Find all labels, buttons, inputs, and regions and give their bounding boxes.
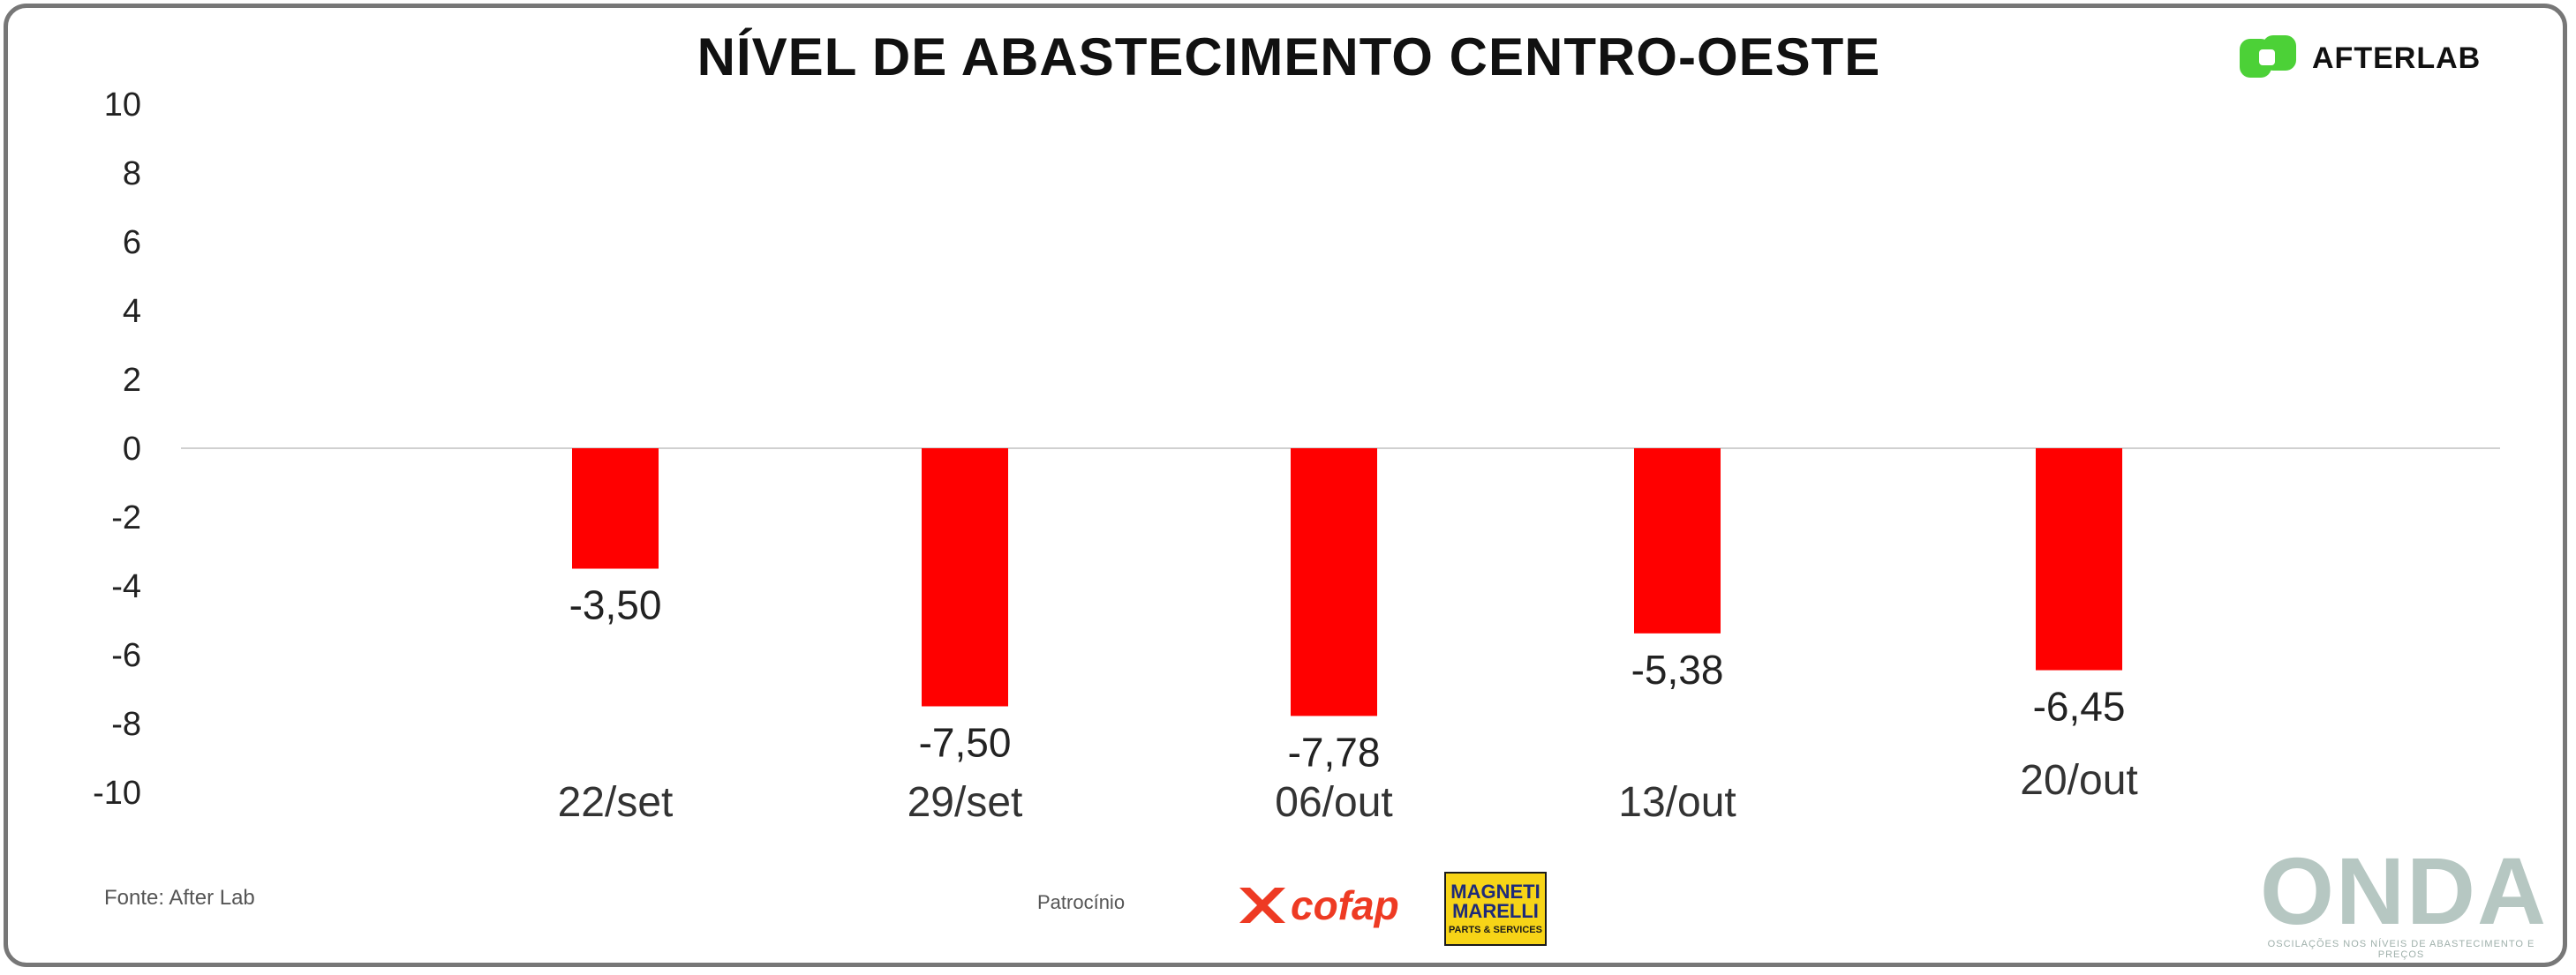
afterlab-logo-icon	[2240, 35, 2296, 78]
x-category-label: 29/set	[908, 779, 1023, 826]
onda-logo-text: ONDA	[2260, 837, 2548, 944]
chart-title: NÍVEL DE ABASTECIMENTO CENTRO-OESTE	[697, 27, 1881, 86]
source-note: Fonte: After Lab	[104, 886, 255, 910]
data-label: -6,45	[2033, 684, 2126, 730]
magneti-marelli-logo-subtext: PARTS & SERVICES	[1449, 925, 1542, 935]
x-category-label: 13/out	[1618, 779, 1736, 826]
onda-logo-tagline: OSCILAÇÕES NOS NÍVEIS DE ABASTECIMENTO E…	[2267, 939, 2535, 960]
y-tick-label: 8	[123, 155, 141, 192]
y-tick-label: 0	[123, 431, 141, 468]
x-category-label: 20/out	[2020, 757, 2137, 804]
magneti-marelli-logo: MAGNETI MARELLI PARTS & SERVICES	[1444, 872, 1547, 946]
data-label: -7,50	[919, 720, 1012, 766]
sponsor-label: Patrocínio	[1037, 891, 1126, 913]
bar-13-out	[1634, 448, 1721, 634]
magneti-marelli-logo-text: MAGNETI MARELLI	[1450, 881, 1540, 922]
bar-20-out	[2036, 448, 2122, 671]
x-category-label: 22/set	[558, 779, 674, 826]
y-tick-label: -10	[93, 775, 141, 812]
y-tick-label: 6	[123, 224, 141, 261]
data-label: -3,50	[569, 582, 662, 628]
onda-logo: ONDA OSCILAÇÕES NOS NÍVEIS DE ABASTECIME…	[2260, 837, 2548, 961]
y-tick-label: -8	[111, 706, 141, 743]
y-tick-label: 4	[123, 293, 141, 330]
cofap-logo-text: cofap	[1291, 882, 1399, 928]
chart-frame	[4, 4, 2567, 967]
x-category-label: 06/out	[1275, 779, 1392, 826]
y-tick-label: -6	[111, 637, 141, 674]
data-label: -5,38	[1631, 647, 1724, 693]
afterlab-logo-text: AFTERLAB	[2312, 41, 2482, 75]
y-tick-label: 2	[123, 362, 141, 399]
afterlab-logo: AFTERLAB	[2238, 34, 2481, 83]
y-tick-label: -4	[111, 568, 141, 605]
y-tick-label: 10	[104, 86, 141, 124]
bar-06-out	[1291, 448, 1377, 716]
bar-22-set	[572, 448, 659, 569]
y-tick-label: -2	[111, 499, 141, 536]
cofap-logo-icon	[1239, 888, 1285, 923]
data-label: -7,78	[1288, 729, 1381, 775]
cofap-logo: cofap	[1236, 879, 1399, 932]
bar-29-set	[922, 448, 1008, 707]
